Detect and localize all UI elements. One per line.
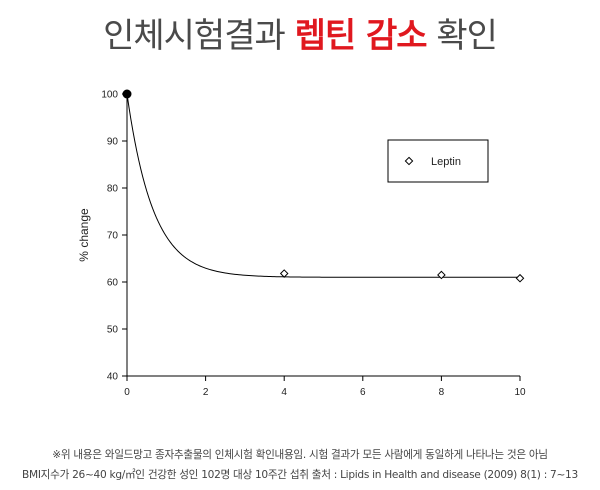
footnote-line2: BMI지수가 26~40 kg/㎡인 건강한 성인 102명 대상 10주간 섭… <box>22 469 578 481</box>
title-part1: 인체시험결과 <box>103 16 295 56</box>
y-axis-label: % change <box>77 208 91 262</box>
legend-marker-shape <box>404 156 414 166</box>
y-tick-label: 40 <box>107 372 119 383</box>
fit-curve-layer <box>126 93 520 278</box>
legend-marker-diamond <box>404 156 414 166</box>
fit-curve-line <box>126 93 520 278</box>
data-point <box>515 273 525 283</box>
y-tick-label: 50 <box>107 325 119 336</box>
x-tick-label: 0 <box>124 387 130 398</box>
y-tick-label: 70 <box>107 231 119 242</box>
x-tick-label: 2 <box>203 387 209 398</box>
y-tick-label: 100 <box>101 90 118 101</box>
title-highlight: 렙틴 감소 <box>294 16 428 56</box>
title-part2: 확인 <box>426 16 498 56</box>
legend-label: Leptin <box>431 156 461 168</box>
y-tick-label: 90 <box>107 137 119 148</box>
legend: Leptin <box>387 139 489 183</box>
footnote-line1: ※위 내용은 와일드망고 종자추출물의 인체시험 확인내용임. 시험 결과가 모… <box>52 449 548 461</box>
legend-box <box>387 139 489 183</box>
data-points-layer <box>122 89 525 283</box>
leptin-chart: 40 50 60 70 80 90 100 0 2 4 6 8 10 % change Leptin <box>77 89 526 399</box>
x-tick-label: 4 <box>281 387 287 398</box>
data-point <box>437 270 446 280</box>
x-tick-label: 8 <box>439 387 445 398</box>
chart-axes: 40 50 60 70 80 90 100 0 2 4 6 8 10 % change <box>77 90 526 399</box>
y-tick-label: 60 <box>107 278 119 289</box>
x-tick-label: 10 <box>514 387 526 398</box>
data-point <box>122 89 132 99</box>
data-point <box>279 269 289 278</box>
page-title: 인체시험결과 렙틴 감소 확인 <box>0 8 600 57</box>
y-tick-label: 80 <box>107 184 119 195</box>
x-tick-label: 6 <box>360 387 366 398</box>
